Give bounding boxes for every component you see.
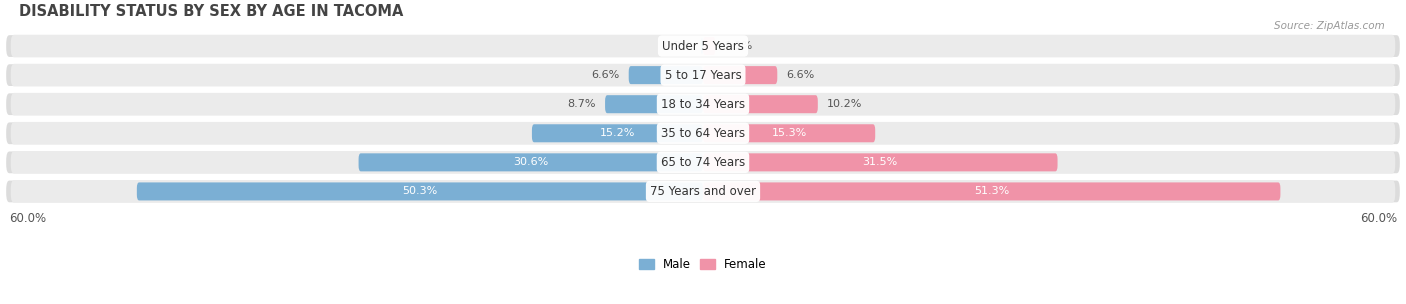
FancyBboxPatch shape xyxy=(11,93,1395,116)
Text: 15.3%: 15.3% xyxy=(772,128,807,138)
Text: 1.1%: 1.1% xyxy=(724,41,752,51)
Text: 6.6%: 6.6% xyxy=(592,70,620,80)
FancyBboxPatch shape xyxy=(703,95,818,113)
FancyBboxPatch shape xyxy=(6,92,1400,116)
Text: Source: ZipAtlas.com: Source: ZipAtlas.com xyxy=(1274,21,1385,31)
FancyBboxPatch shape xyxy=(703,37,716,55)
FancyBboxPatch shape xyxy=(531,124,703,142)
FancyBboxPatch shape xyxy=(136,182,703,200)
Text: 0.2%: 0.2% xyxy=(664,41,692,51)
FancyBboxPatch shape xyxy=(11,151,1395,174)
FancyBboxPatch shape xyxy=(6,150,1400,174)
FancyBboxPatch shape xyxy=(11,64,1395,86)
FancyBboxPatch shape xyxy=(703,124,875,142)
Text: 51.3%: 51.3% xyxy=(974,186,1010,196)
Text: 65 to 74 Years: 65 to 74 Years xyxy=(661,156,745,169)
FancyBboxPatch shape xyxy=(11,122,1395,145)
FancyBboxPatch shape xyxy=(6,63,1400,87)
Text: DISABILITY STATUS BY SEX BY AGE IN TACOMA: DISABILITY STATUS BY SEX BY AGE IN TACOM… xyxy=(20,4,404,19)
Text: 8.7%: 8.7% xyxy=(568,99,596,109)
Text: Under 5 Years: Under 5 Years xyxy=(662,40,744,53)
Text: 5 to 17 Years: 5 to 17 Years xyxy=(665,69,741,82)
FancyBboxPatch shape xyxy=(605,95,703,113)
Legend: Male, Female: Male, Female xyxy=(634,254,772,276)
FancyBboxPatch shape xyxy=(6,34,1400,58)
Text: 18 to 34 Years: 18 to 34 Years xyxy=(661,98,745,111)
Text: 75 Years and over: 75 Years and over xyxy=(650,185,756,198)
FancyBboxPatch shape xyxy=(700,37,703,55)
FancyBboxPatch shape xyxy=(359,153,703,171)
Text: 30.6%: 30.6% xyxy=(513,157,548,168)
FancyBboxPatch shape xyxy=(628,66,703,84)
FancyBboxPatch shape xyxy=(11,180,1395,203)
FancyBboxPatch shape xyxy=(703,66,778,84)
FancyBboxPatch shape xyxy=(703,182,1281,200)
Text: 15.2%: 15.2% xyxy=(600,128,636,138)
FancyBboxPatch shape xyxy=(703,153,1057,171)
Text: 6.6%: 6.6% xyxy=(786,70,814,80)
FancyBboxPatch shape xyxy=(6,121,1400,145)
Text: 50.3%: 50.3% xyxy=(402,186,437,196)
Text: 10.2%: 10.2% xyxy=(827,99,862,109)
FancyBboxPatch shape xyxy=(6,179,1400,203)
Text: 31.5%: 31.5% xyxy=(863,157,898,168)
FancyBboxPatch shape xyxy=(11,35,1395,57)
Text: 35 to 64 Years: 35 to 64 Years xyxy=(661,127,745,140)
